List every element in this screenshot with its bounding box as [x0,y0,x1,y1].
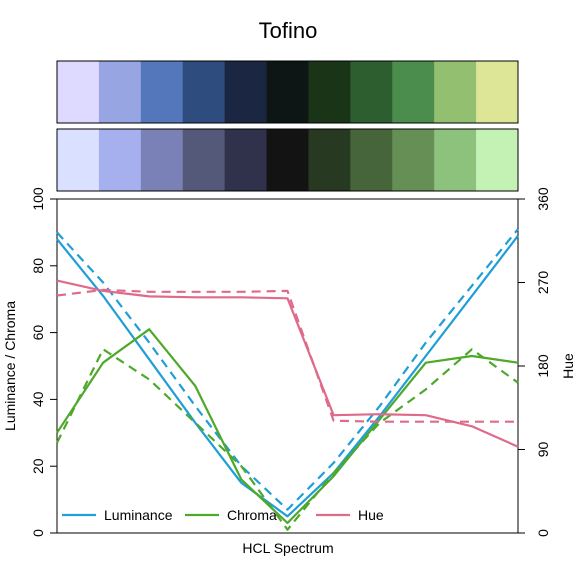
swatch-top-10 [434,61,477,123]
swatch-strip-top [57,61,519,123]
series-line-chroma-dashed [56,348,519,531]
y-axis-right-label: Hue [560,353,576,379]
plot-frame [56,198,519,534]
y-right-tick-label: 0 [535,529,551,537]
swatch-top-9 [392,61,435,123]
y-left-tick-label: 0 [30,529,46,537]
swatch-bottom-5 [224,129,268,191]
legend: Luminance Chroma Hue [62,507,384,523]
swatch-bottom-8 [350,129,393,191]
swatch-bottom-11 [476,129,519,191]
y-left-tick-label: 80 [30,258,46,274]
series-line-hue-dashed [56,288,518,423]
y-left-tick-label: 60 [30,325,46,341]
swatch-bottom-7 [308,129,351,191]
swatch-bottom-9 [392,129,435,191]
x-axis-label: HCL Spectrum [242,540,333,556]
swatch-top-11 [476,61,519,123]
swatch-top-3 [140,61,184,123]
chart-title: Tofino [259,18,318,43]
series-lines [56,228,519,531]
swatch-top-7 [308,61,351,123]
series-line-luminance-solid [56,235,519,518]
swatch-bottom-4 [182,129,226,191]
y-left-tick-label: 40 [30,391,46,407]
swatch-strip-bottom [57,129,519,191]
swatch-bottom-3 [140,129,184,191]
y-right-tick-label: 180 [535,354,551,378]
y-right-tick-label: 270 [535,271,551,295]
y-axis-left-label: Luminance / Chroma [2,301,18,431]
swatch-bottom-1 [57,129,100,191]
swatch-bottom-6 [266,129,309,191]
swatch-top-4 [182,61,226,123]
y-axis-right: 0 90 180 270 360 [518,187,551,537]
y-left-tick-label: 100 [30,187,46,211]
y-axis-left: 0 20 40 60 80 100 [30,187,57,537]
swatch-bottom-10 [434,129,477,191]
swatch-top-6 [266,61,309,123]
series-line-hue-solid [56,279,519,448]
swatch-strip-bottom-frame [56,128,519,192]
swatch-top-2 [98,61,142,123]
series-line-luminance-dashed [56,228,519,511]
y-left-tick-label: 20 [30,458,46,474]
swatch-top-5 [224,61,268,123]
legend-label-luminance: Luminance [104,507,173,523]
series-line-chroma-solid [56,328,519,525]
swatch-bottom-2 [98,129,142,191]
swatch-top-1 [57,61,100,123]
legend-label-chroma: Chroma [227,507,277,523]
swatch-top-8 [350,61,393,123]
swatch-strip-top-frame [56,60,519,124]
y-right-tick-label: 90 [535,442,551,458]
legend-label-hue: Hue [358,507,384,523]
y-right-tick-label: 360 [535,187,551,211]
